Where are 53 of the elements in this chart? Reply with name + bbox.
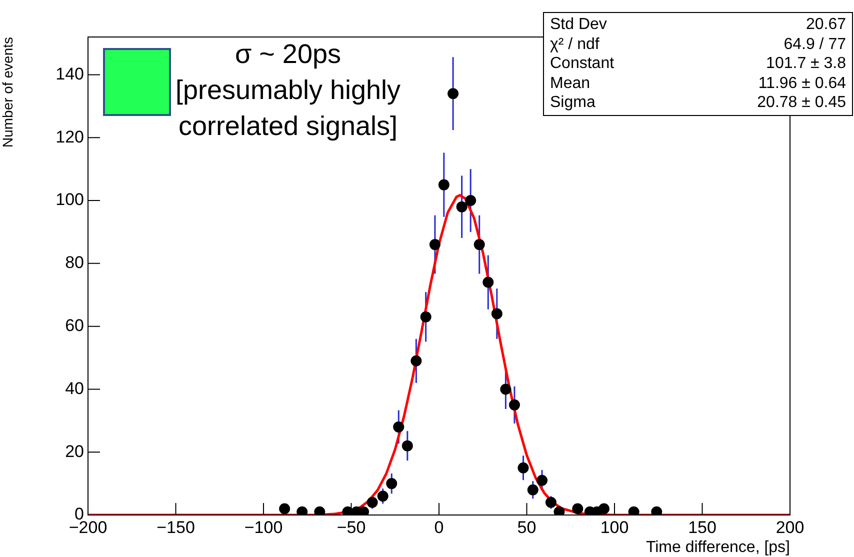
point <box>456 201 468 212</box>
x-axis-title: Time difference, [ps] <box>646 538 790 556</box>
point <box>482 276 494 288</box>
text: Mean 11.96 ± 0.64 <box>550 74 846 92</box>
x-tick-label: 150 <box>688 518 716 537</box>
x-tick-label: −50 <box>336 518 366 537</box>
x-tick-label: 50 <box>517 518 536 537</box>
point <box>402 440 413 452</box>
y-tick-label: 140 <box>56 64 84 84</box>
annotation: [presumably highly correlated signals] <box>174 74 402 143</box>
point <box>474 239 485 250</box>
text: Sigma 20.78 ± 0.45 <box>550 94 846 111</box>
point <box>628 506 640 515</box>
text: Std Dev 20.67 <box>550 16 846 33</box>
point <box>572 503 584 514</box>
point <box>448 88 459 100</box>
x-tick-label: −100 <box>244 518 283 537</box>
y-tick-label: 20 <box>65 442 84 461</box>
y-tick-label: 100 <box>56 190 84 210</box>
point <box>366 496 378 508</box>
point <box>438 179 450 190</box>
text: Constant 101.7 ± 3.8 <box>550 55 846 72</box>
point <box>386 478 398 490</box>
point <box>651 506 662 515</box>
x-tick-label: 200 <box>776 518 804 537</box>
point <box>393 421 404 432</box>
point <box>508 399 520 410</box>
point <box>465 195 476 206</box>
point <box>377 490 388 502</box>
y-axis-title: Number of events <box>0 37 16 148</box>
text: χ² / ndf 64.9 / 77 <box>550 36 846 52</box>
point <box>279 503 290 514</box>
point <box>296 506 308 515</box>
y-tick-label: 60 <box>65 316 84 336</box>
point <box>598 503 610 514</box>
point <box>410 355 422 366</box>
point <box>545 496 556 508</box>
point <box>554 506 565 515</box>
y-tick-label: 120 <box>56 127 84 146</box>
point <box>518 462 529 474</box>
point <box>491 308 502 320</box>
point <box>429 239 440 250</box>
x-tick-label: 0 <box>434 518 444 537</box>
x-tick-label: 100 <box>600 518 629 537</box>
point <box>314 506 326 515</box>
x-tick-label: −150 <box>156 518 195 537</box>
y-tick-label: 80 <box>65 253 84 272</box>
annotation: σ ~ 20ps <box>234 38 342 71</box>
y-tick-label: 40 <box>65 378 84 398</box>
point <box>536 474 548 486</box>
point <box>420 311 432 322</box>
point <box>500 384 512 395</box>
point <box>527 484 538 496</box>
